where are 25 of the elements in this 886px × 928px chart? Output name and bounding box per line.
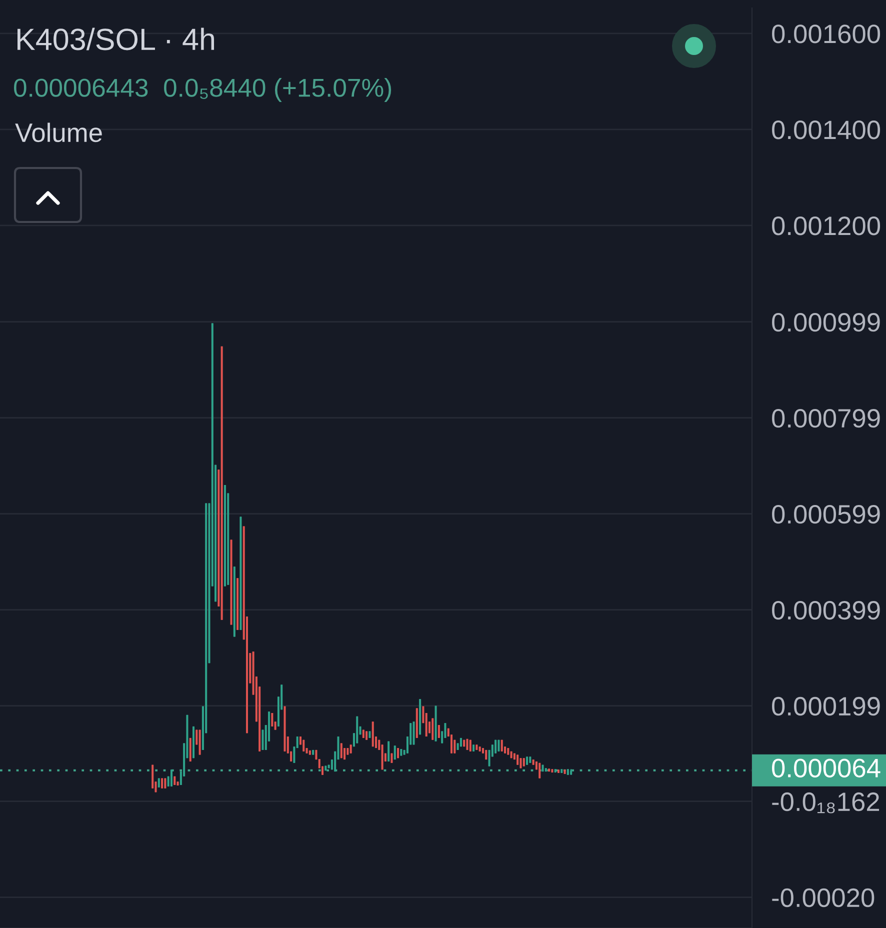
candlestick [189, 737, 192, 762]
y-tick-label: 0.001600 [772, 24, 880, 44]
y-tick-label: 0.000199 [772, 696, 880, 716]
y-tick-label: 0.001200 [772, 216, 880, 236]
text: 0.00006443 0.0₅8440 (+15.07%) [14, 78, 392, 102]
text: K403/SOL · 4h [18, 28, 214, 50]
candlestick [438, 724, 440, 739]
candlestick [494, 739, 497, 754]
candlestick [538, 762, 541, 779]
candlestick [152, 764, 154, 790]
y-tick-label: 0.001400 [772, 120, 880, 140]
y-tick-label: 0.000599 [772, 504, 880, 524]
candlestick [432, 718, 434, 741]
annotation: Volume [15, 122, 102, 142]
y-tick-label: 0.000799 [772, 408, 880, 428]
y-tick-label: 0.000999 [772, 313, 880, 332]
candlestick [340, 742, 342, 759]
y-tick-label: -0.0₁₈162 [772, 792, 880, 814]
y-tick-label: 0.000399 [772, 600, 880, 620]
candlestick [444, 722, 446, 739]
candlestick [412, 720, 415, 746]
ref-line-label: 0.000064 [772, 758, 880, 778]
candlestick [262, 729, 264, 751]
y-tick-label: -0.00020 [772, 888, 874, 908]
candlestick [394, 744, 396, 760]
